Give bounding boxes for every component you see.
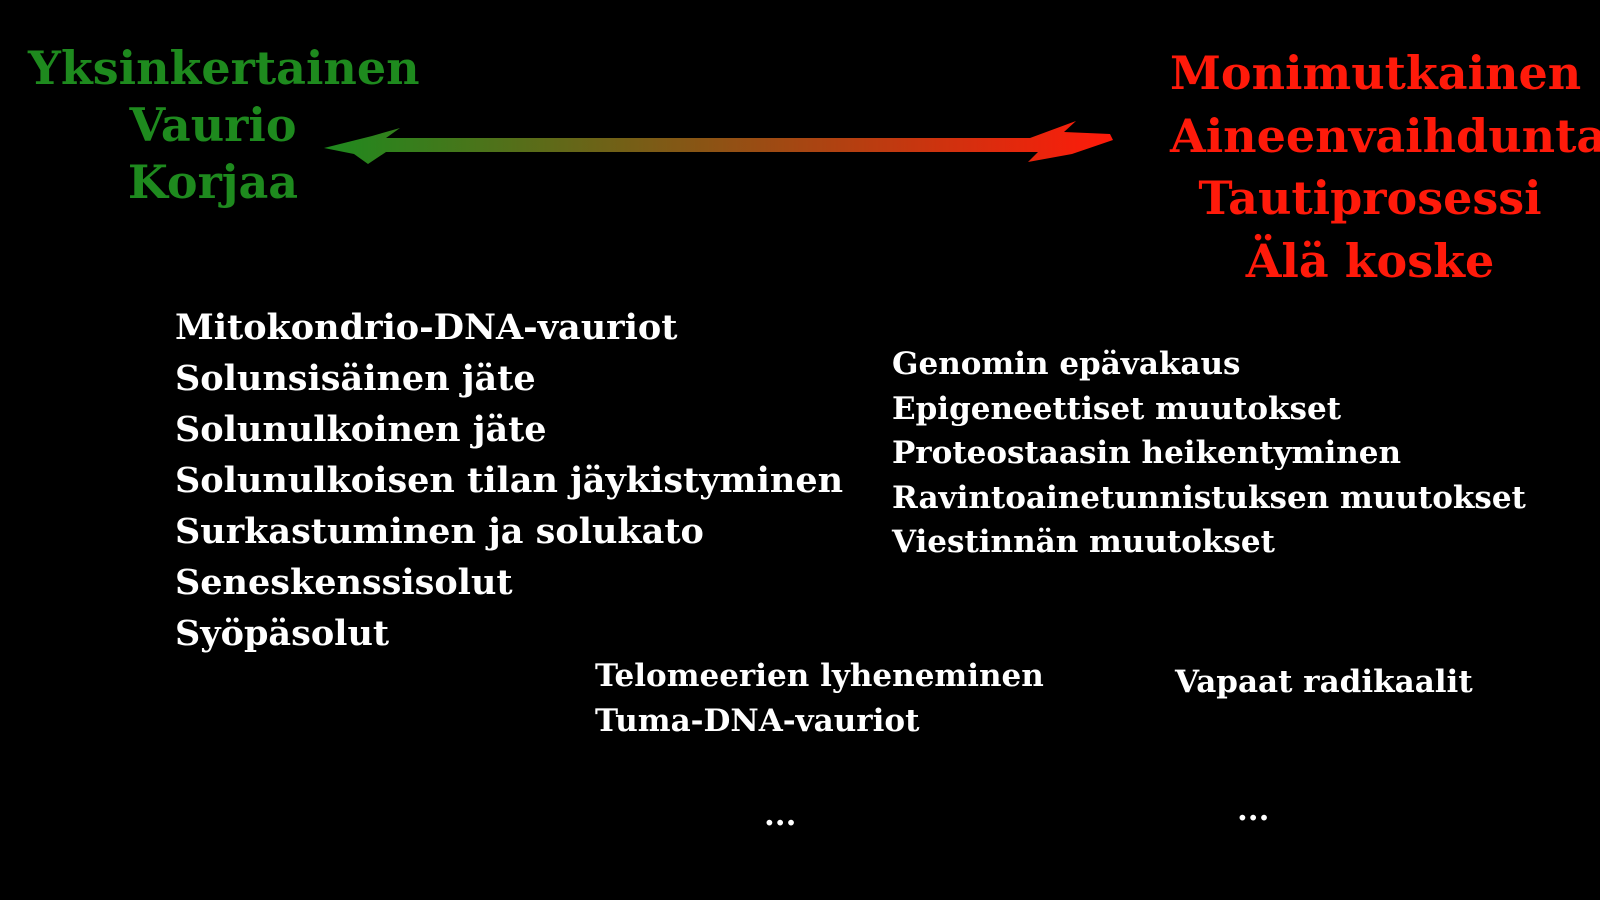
- list-item: Telomeerien lyheneminen: [595, 658, 1044, 694]
- ellipsis-right: ...: [1237, 792, 1270, 828]
- list-radicals: Vapaat radikaalit: [1175, 660, 1473, 705]
- list-item: Vapaat radikaalit: [1175, 664, 1473, 700]
- pole-complex-line: Älä koske: [1245, 233, 1495, 288]
- list-item: Viestinnän muutokset: [892, 524, 1275, 560]
- list-item: Proteostaasin heikentyminen: [892, 435, 1402, 471]
- list-item: Genomin epävakaus: [892, 346, 1241, 382]
- list-item: Mitokondrio-DNA-vauriot: [175, 307, 678, 348]
- list-item: Tuma-DNA-vauriot: [595, 703, 920, 739]
- pole-complex-line: Monimutkainen: [1170, 46, 1582, 100]
- pole-complex-line: Tautiprosessi: [1198, 171, 1542, 225]
- list-item: Ravintoainetunnistuksen muutokset: [892, 479, 1526, 516]
- list-item: Syöpäsolut: [175, 613, 390, 654]
- arrow-shaft: [324, 121, 1113, 164]
- pole-simple-line: Korjaa: [127, 155, 299, 209]
- list-item: Seneskenssisolut: [175, 562, 513, 603]
- list-middle: Telomeerien lyheneminen Tuma-DNA-vauriot: [595, 654, 1044, 744]
- list-item: Solunulkoisen tilan jäykistyminen: [175, 460, 844, 501]
- pole-simple-line: Vaurio: [129, 98, 297, 152]
- list-item: Solunulkoinen jäte: [175, 409, 547, 450]
- pole-simple-line: Yksinkertainen: [28, 41, 420, 95]
- list-damage: Mitokondrio-DNA-vauriot Solunsisäinen jä…: [175, 302, 843, 659]
- list-item: Epigeneettiset muutokset: [892, 390, 1342, 427]
- ellipsis-left: ...: [764, 797, 797, 833]
- pole-complex: Monimutkainen Aineenvaihdunta Tautiprose…: [1170, 42, 1600, 292]
- list-item: Surkastuminen ja solukato: [175, 511, 704, 552]
- double-arrow-icon: [324, 121, 1113, 164]
- list-item: Solunsisäinen jäte: [175, 358, 536, 399]
- list-metabolism: Genomin epävakaus Epigeneettiset muutoks…: [892, 342, 1526, 565]
- pole-simple: Yksinkertainen Vaurio Korjaa: [28, 40, 420, 211]
- pole-complex-line: Aineenvaihdunta: [1170, 108, 1600, 163]
